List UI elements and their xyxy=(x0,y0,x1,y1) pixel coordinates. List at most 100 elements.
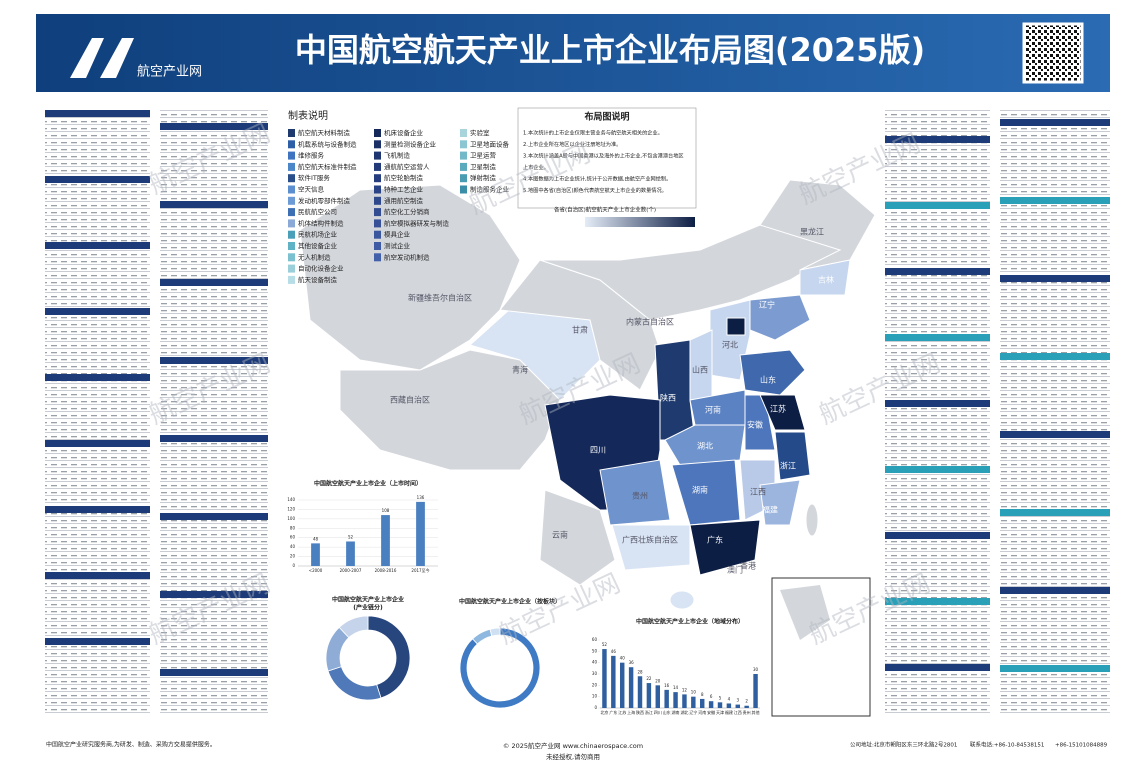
table-body xyxy=(45,110,150,715)
legend-label: 航空化工分销商 xyxy=(384,207,430,216)
data-label: 16 xyxy=(664,683,670,688)
legend-swatch xyxy=(374,242,381,250)
logo-text: 航空产业网 xyxy=(137,64,202,80)
donut-slice xyxy=(489,627,501,637)
legend-swatch xyxy=(460,129,467,137)
legend-swatch xyxy=(374,129,381,137)
table-header xyxy=(1000,119,1110,126)
x-tick-label: <2000 xyxy=(309,568,323,573)
chart-title: 中国航空航天产业上市企业（地域分布） xyxy=(636,618,744,626)
footer-phone: +86-15101084889 xyxy=(1055,743,1108,749)
legend-label: 空天信息 xyxy=(298,185,325,194)
province-label: 安徽 xyxy=(747,420,763,430)
table-header xyxy=(160,513,268,520)
color-scale xyxy=(585,217,695,227)
province-label: 云南 xyxy=(552,530,568,540)
footer-phone: 联系电话:+86-10-84538151 xyxy=(970,741,1044,749)
footer-center2: 未经授权,请勿商用 xyxy=(546,752,600,761)
province-label: 新疆维吾尔自治区 xyxy=(408,293,472,303)
x-tick-label: 其他 xyxy=(752,709,760,715)
table-header xyxy=(45,572,150,579)
bar xyxy=(646,683,652,708)
table-header xyxy=(1000,353,1110,360)
table-header xyxy=(1000,431,1110,438)
data-label: 48 xyxy=(313,536,319,541)
note-line: 4.本图数据为上市企业统计,统计于公开数据,由航空产业网绘制。 xyxy=(523,175,671,183)
data-label: 3 xyxy=(737,698,740,703)
table-header xyxy=(45,110,150,117)
y-tick-label: 40 xyxy=(290,544,296,549)
province-label: 江西 xyxy=(750,488,766,497)
table-header xyxy=(1000,587,1110,594)
footer-left: 中国航空产业研究服务商,为研发、制造、采购方交易提供服务。 xyxy=(46,741,216,749)
x-tick-label: 江苏 xyxy=(618,709,626,715)
legend-label: 卫星运营 xyxy=(470,151,497,160)
table-body xyxy=(160,110,268,715)
province-label: 贵州 xyxy=(632,491,648,501)
province-label: 河北 xyxy=(722,340,738,350)
data-label: 8 xyxy=(701,692,704,697)
y-tick-label: 0 xyxy=(594,705,597,710)
legend-label: 发动机零部件制造 xyxy=(298,196,351,205)
province-label: 河南 xyxy=(705,405,721,415)
scale-title: 各省(自治区)航空航天产业上市企业数(个) xyxy=(554,206,656,214)
bar xyxy=(611,655,616,708)
bar xyxy=(717,702,723,708)
bar xyxy=(673,692,678,708)
legend-label: 航空航天材料制造 xyxy=(298,128,351,137)
legend-swatch xyxy=(374,162,381,171)
data-label: 52 xyxy=(602,642,608,647)
table-header xyxy=(45,506,150,513)
table-header xyxy=(45,440,150,447)
legend-label: 航空航天标准件制造 xyxy=(298,162,357,171)
notes-frame xyxy=(517,107,697,209)
legend-swatch xyxy=(374,253,381,262)
table-header xyxy=(885,532,990,539)
x-tick-label: 四川 xyxy=(654,710,662,715)
province-label: 浙江 xyxy=(780,461,796,471)
province-label: 吉林 xyxy=(818,275,834,285)
bar xyxy=(744,705,749,708)
y-tick-label: 50 xyxy=(592,648,598,653)
x-tick-label: 山东 xyxy=(663,709,671,715)
province-label: 福建 xyxy=(762,505,778,515)
province-label: 山东 xyxy=(760,375,776,385)
table-header xyxy=(885,466,990,473)
y-tick-label: 10 xyxy=(592,694,598,699)
province-label: 香港 xyxy=(740,561,756,571)
table-header xyxy=(45,374,150,381)
province-label: 四川 xyxy=(590,446,606,455)
legend-label: 软件IT服务 xyxy=(298,173,330,182)
legend-swatch xyxy=(374,151,381,160)
note-line: 2.上市企业所在地区以企业注册地址为准。 xyxy=(523,140,621,148)
legend-label: 通用航空制造 xyxy=(384,196,424,205)
legend-swatch xyxy=(288,253,295,262)
y-tick-label: 140 xyxy=(287,497,295,502)
table-body xyxy=(1000,110,1110,715)
data-label: 36 xyxy=(629,660,635,665)
bar xyxy=(311,543,320,566)
x-tick-label: 浙江 xyxy=(645,709,653,715)
legend-label: 民航航空公司 xyxy=(298,207,337,216)
x-tick-label: 陕西 xyxy=(636,709,644,715)
y-tick-label: 20 xyxy=(592,682,598,687)
table-header xyxy=(45,638,150,645)
y-tick-label: 60 xyxy=(290,535,296,540)
bar xyxy=(602,649,607,708)
data-label: 5 xyxy=(719,695,722,700)
legend-swatch xyxy=(288,242,295,250)
table-header xyxy=(885,268,990,275)
legend-swatch xyxy=(288,219,295,228)
note-line: 1.本次统计的上市企业仅限主营业务与航空航天相关的企业。 xyxy=(523,129,663,137)
data-label: 4 xyxy=(728,696,731,701)
legend-label: 弹射制造 xyxy=(470,173,497,182)
note-line: 3.本次统计涵盖A股与中国香港以及海外的上市企业,不包含港澳台地区 xyxy=(523,152,684,160)
table-header xyxy=(885,400,990,407)
legend-swatch xyxy=(374,196,381,205)
table-header xyxy=(1000,665,1110,672)
province-label: 湖北 xyxy=(697,442,713,451)
logo-mark xyxy=(70,38,134,78)
table-header xyxy=(45,242,150,249)
table-header xyxy=(885,202,990,209)
y-tick-label: 100 xyxy=(287,516,295,521)
